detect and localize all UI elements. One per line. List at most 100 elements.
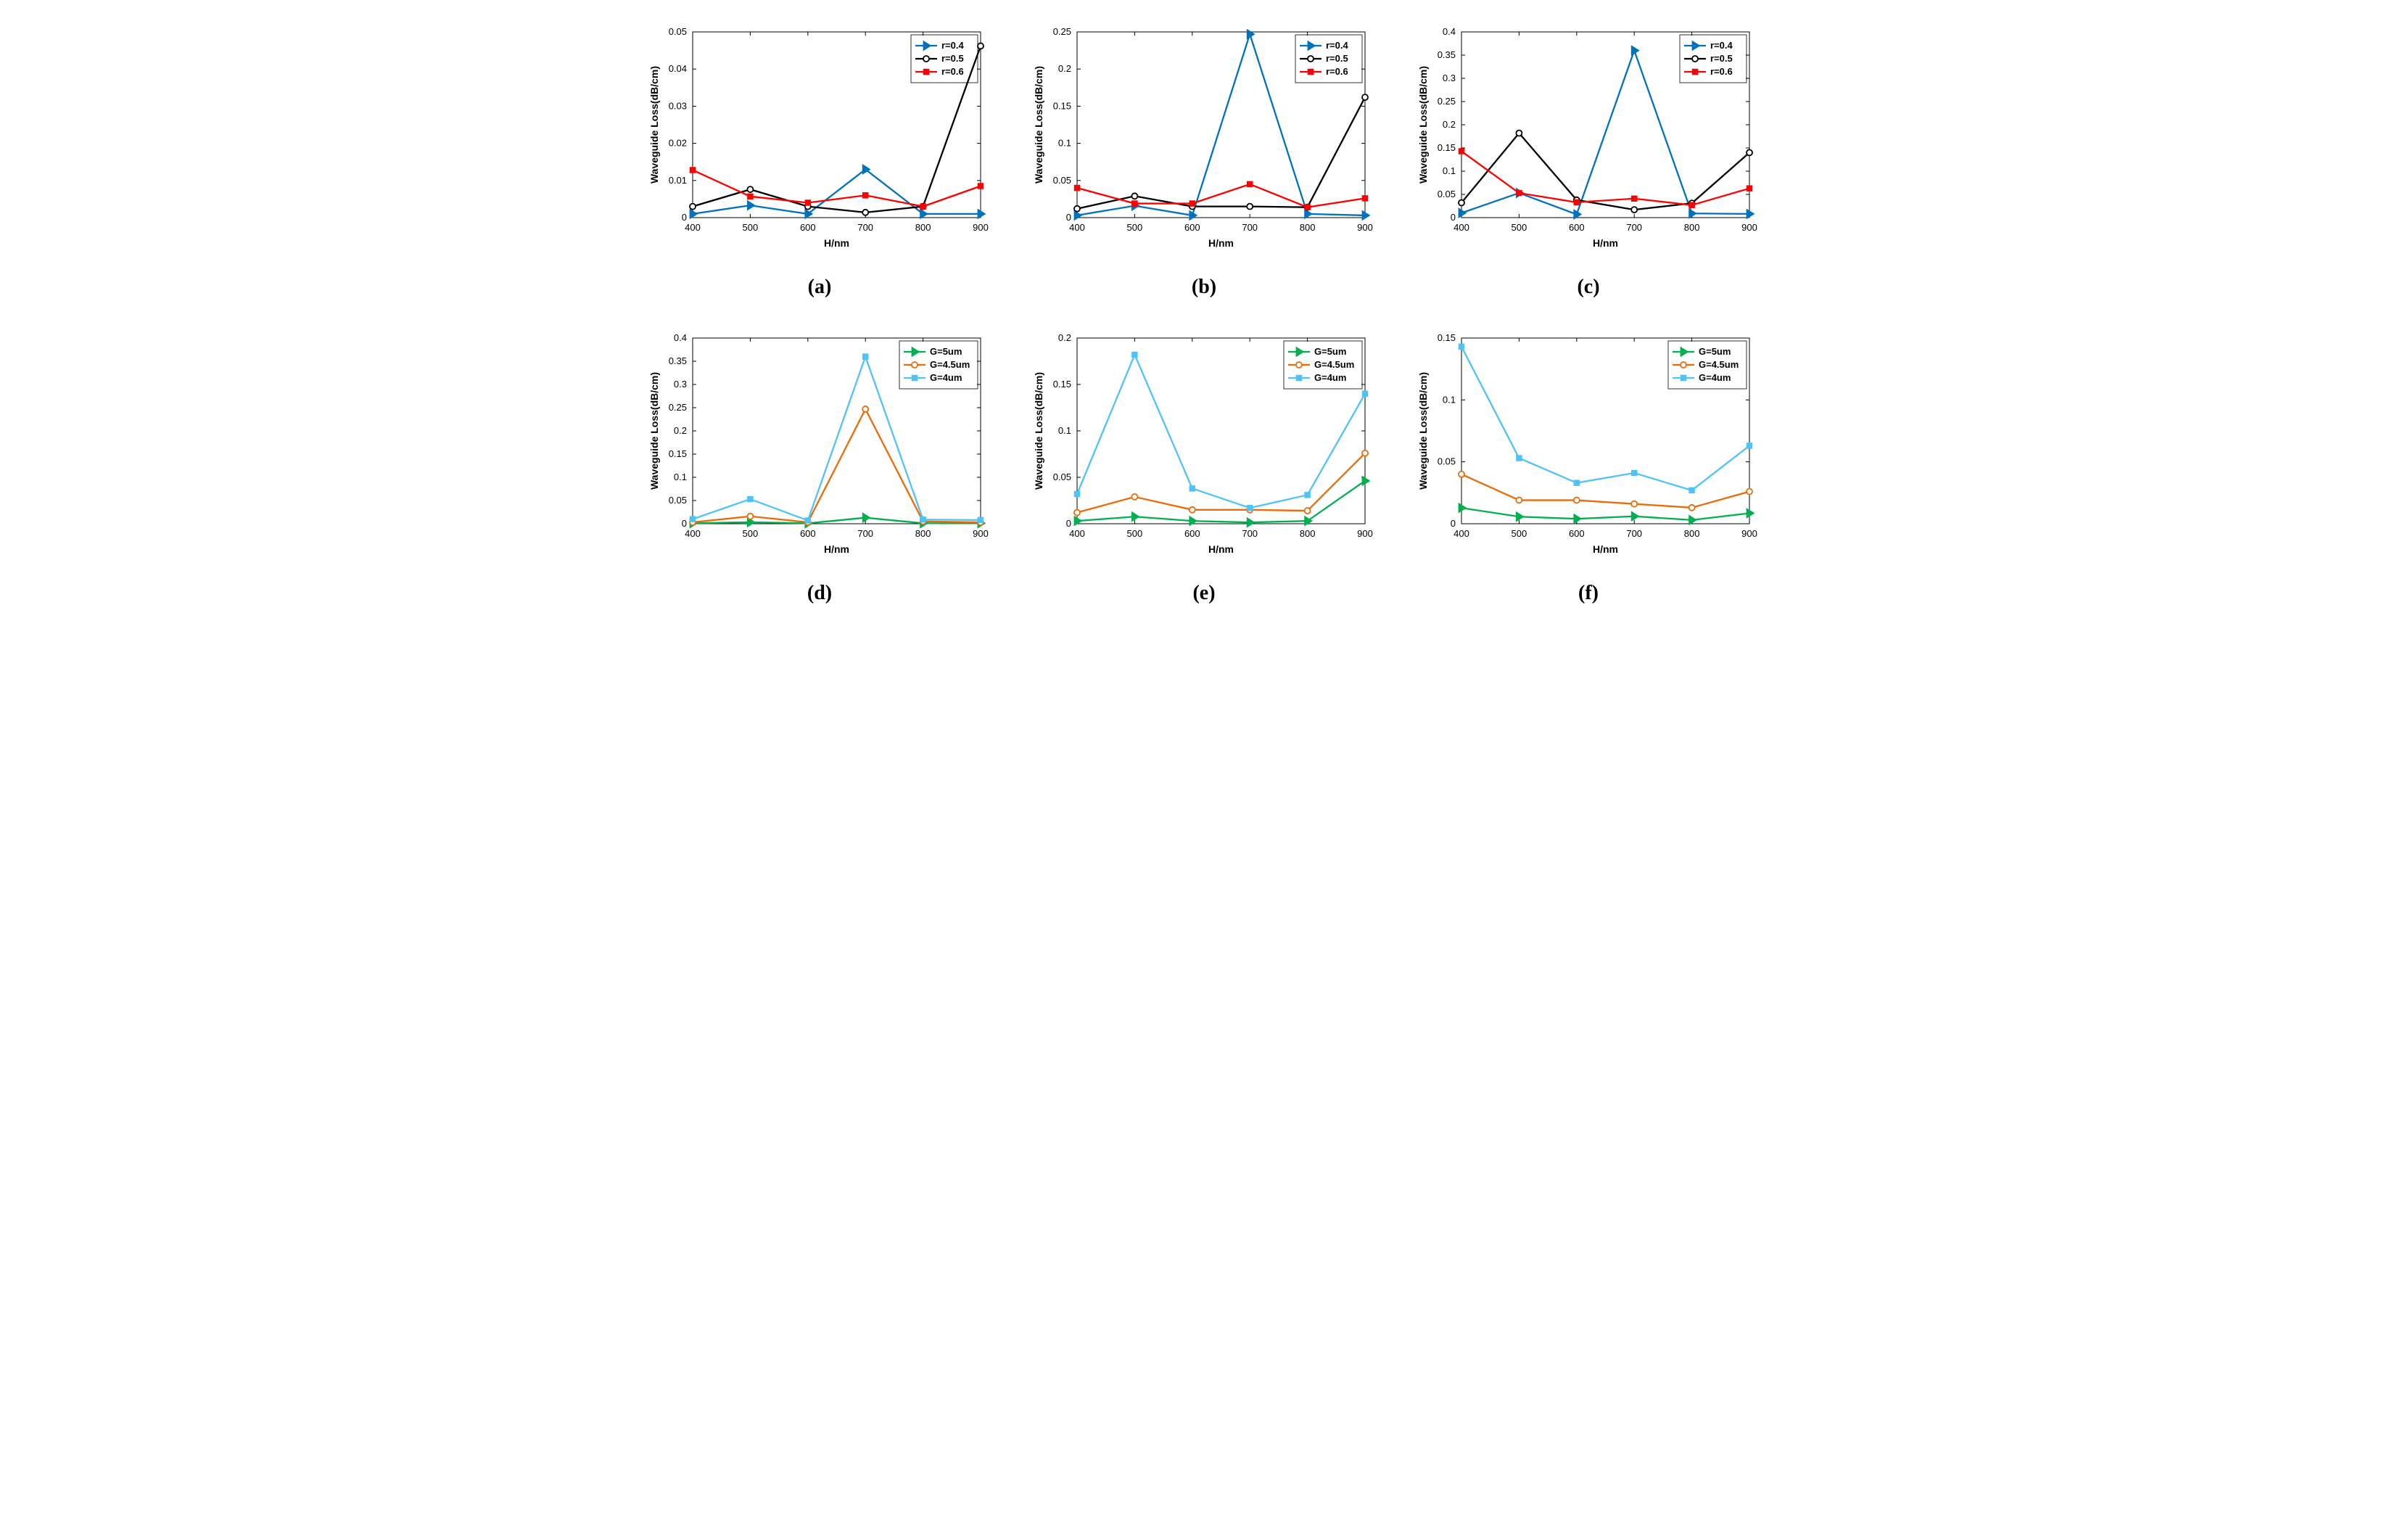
ytick-label: 0.02 <box>669 138 687 149</box>
ytick-label: 0.25 <box>1438 96 1456 107</box>
ytick-label: 0.15 <box>1438 142 1456 153</box>
legend-item-label: G=5um <box>930 346 962 357</box>
legend-item-label: r=0.4 <box>1710 40 1733 51</box>
ytick-label: 0.15 <box>1053 379 1071 390</box>
panel-c: 40050060070080090000.050.10.150.20.250.3… <box>1414 22 1762 299</box>
panel-d: 40050060070080090000.050.10.150.20.250.3… <box>646 328 994 605</box>
ytick-label: 0.1 <box>674 472 687 482</box>
xtick-label: 600 <box>800 528 816 539</box>
series-line <box>693 409 981 522</box>
legend-item-label: G=4.5um <box>930 359 970 370</box>
xlabel-b: H/nm <box>1208 237 1234 249</box>
xtick-label: 600 <box>1569 528 1585 539</box>
legend-item-label: G=4um <box>1699 372 1731 383</box>
series-line <box>1077 481 1365 522</box>
chart-grid: 40050060070080090000.010.020.030.040.05H… <box>646 22 1762 605</box>
ytick-label: 0.15 <box>1053 100 1071 111</box>
ytick-label: 0.15 <box>669 448 687 459</box>
panel-label-c: (c) <box>1577 276 1599 299</box>
legend-item-label: r=0.5 <box>1710 53 1733 64</box>
panel-label-f: (f) <box>1578 582 1599 605</box>
panel-label-d: (d) <box>807 582 832 605</box>
legend-item-label: r=0.5 <box>1326 53 1348 64</box>
xtick-label: 500 <box>1127 528 1143 539</box>
panel-e: 40050060070080090000.050.10.150.2H/nmWav… <box>1030 328 1378 605</box>
legend-d: G=5um G=4.5um G=4um <box>899 341 978 389</box>
ytick-label: 0.1 <box>1058 138 1071 149</box>
ylabel-b: Waveguide Loss(dB/cm) <box>1033 66 1044 184</box>
chart-f: 40050060070080090000.050.10.15H/nmWavegu… <box>1414 328 1762 560</box>
ytick-label: 0.1 <box>1443 394 1456 405</box>
series-line <box>693 169 981 213</box>
xtick-label: 400 <box>685 222 701 233</box>
legend-item-label: G=4.5um <box>1699 359 1739 370</box>
ytick-label: 0.05 <box>669 26 687 37</box>
chart-a: 40050060070080090000.010.020.030.040.05H… <box>646 22 994 254</box>
legend-item-label: G=4um <box>930 372 962 383</box>
xlabel-d: H/nm <box>824 543 849 555</box>
xtick-label: 600 <box>1184 528 1200 539</box>
xtick-label: 700 <box>1242 528 1258 539</box>
chart-e: 40050060070080090000.050.10.150.2H/nmWav… <box>1030 328 1378 560</box>
xtick-label: 400 <box>1069 222 1085 233</box>
legend-item-label: G=5um <box>1314 346 1346 357</box>
xtick-label: 600 <box>1184 222 1200 233</box>
ytick-label: 0.05 <box>1053 175 1071 186</box>
xtick-label: 700 <box>1626 222 1642 233</box>
panel-label-e: (e) <box>1192 582 1215 605</box>
xtick-label: 900 <box>1357 528 1373 539</box>
xtick-label: 700 <box>857 222 873 233</box>
xtick-label: 900 <box>973 222 989 233</box>
xtick-label: 900 <box>1357 222 1373 233</box>
xtick-label: 500 <box>743 528 759 539</box>
xtick-label: 400 <box>685 528 701 539</box>
chart-d: 40050060070080090000.050.10.150.20.250.3… <box>646 328 994 560</box>
xtick-label: 700 <box>857 528 873 539</box>
legend-item-label: r=0.5 <box>941 53 964 64</box>
series-line <box>1461 508 1749 520</box>
xtick-label: 500 <box>743 222 759 233</box>
ytick-label: 0.25 <box>669 402 687 413</box>
series-line <box>1077 97 1365 209</box>
ytick-label: 0.4 <box>1443 26 1456 37</box>
xtick-label: 600 <box>800 222 816 233</box>
legend-item-label: G=4.5um <box>1314 359 1354 370</box>
ylabel-d: Waveguide Loss(dB/cm) <box>648 372 660 490</box>
ytick-label: 0.1 <box>1443 165 1456 176</box>
panel-a: 40050060070080090000.010.020.030.040.05H… <box>646 22 994 299</box>
legend-item-label: r=0.6 <box>941 66 964 77</box>
ytick-label: 0.15 <box>1438 332 1456 343</box>
ytick-label: 0.25 <box>1053 26 1071 37</box>
xtick-label: 500 <box>1512 528 1527 539</box>
series-line <box>1077 453 1365 513</box>
xtick-label: 900 <box>1741 222 1757 233</box>
ylabel-a: Waveguide Loss(dB/cm) <box>648 66 660 184</box>
ytick-label: 0.3 <box>674 379 687 390</box>
xtick-label: 500 <box>1127 222 1143 233</box>
ytick-label: 0.2 <box>1058 63 1071 74</box>
xtick-label: 400 <box>1454 222 1469 233</box>
legend-e: G=5umG=4.5umG=4um <box>1284 341 1362 389</box>
xtick-label: 600 <box>1569 222 1585 233</box>
ytick-label: 0.01 <box>669 175 687 186</box>
legend-item-label: r=0.4 <box>1326 40 1348 51</box>
xtick-label: 800 <box>1684 528 1700 539</box>
xtick-label: 700 <box>1626 528 1642 539</box>
ytick-label: 0 <box>1066 518 1071 529</box>
ytick-label: 0.04 <box>669 63 687 74</box>
ytick-label: 0.05 <box>1053 472 1071 482</box>
ytick-label: 0 <box>1066 212 1071 223</box>
ylabel-f: Waveguide Loss(dB/cm) <box>1417 372 1429 490</box>
xtick-label: 900 <box>973 528 989 539</box>
panel-label-b: (b) <box>1192 276 1216 299</box>
series-line <box>1077 34 1365 215</box>
ytick-label: 0 <box>1451 212 1456 223</box>
chart-c: 40050060070080090000.050.10.150.20.250.3… <box>1414 22 1762 254</box>
ytick-label: 0.4 <box>674 332 687 343</box>
xtick-label: 800 <box>915 222 931 233</box>
ytick-label: 0.1 <box>1058 425 1071 436</box>
ytick-label: 0.05 <box>1438 189 1456 199</box>
ylabel-e: Waveguide Loss(dB/cm) <box>1033 372 1044 490</box>
chart-b: 40050060070080090000.050.10.150.20.25H/n… <box>1030 22 1378 254</box>
xtick-label: 800 <box>1684 222 1700 233</box>
